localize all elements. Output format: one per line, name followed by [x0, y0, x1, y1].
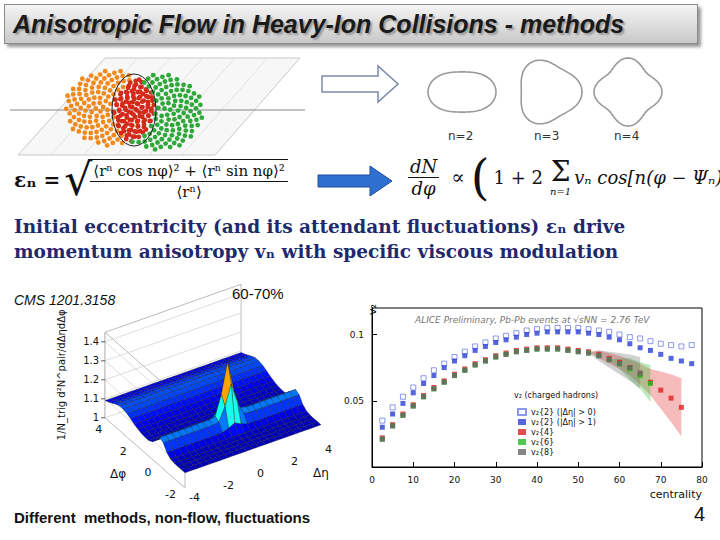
- html-text:1 + 2 Σ: 1 + 2 Σ: [493, 154, 571, 188]
- html-text:⟨rⁿ⟩: ⟨rⁿ⟩: [176, 183, 202, 201]
- html-text:εₙ =: εₙ =: [14, 168, 61, 192]
- svg-text:ALICE Preliminary, Pb-Pb event: ALICE Preliminary, Pb-Pb events at √sNN …: [414, 315, 650, 325]
- svg-text:v₂{2} (|Δη| > 1): v₂{2} (|Δη| > 1): [531, 418, 596, 427]
- svg-text:1.1: 1.1: [83, 393, 99, 404]
- svg-text:n=3: n=3: [534, 129, 559, 143]
- svg-text:v₂{4}: v₂{4}: [531, 428, 554, 437]
- html-text:dφ: dφ: [411, 177, 436, 199]
- svg-text:-4: -4: [189, 491, 200, 504]
- svg-text:4: 4: [325, 443, 332, 456]
- svg-text:centrality: centrality: [650, 488, 703, 501]
- svg-text:2: 2: [291, 455, 298, 468]
- svg-text:v₂{2} (|Δη| > 0): v₂{2} (|Δη| > 0): [531, 408, 596, 417]
- svg-text:20: 20: [449, 475, 461, 485]
- svg-text:40: 40: [531, 475, 543, 485]
- svg-text:-2: -2: [223, 479, 234, 492]
- svg-text:1.4: 1.4: [83, 336, 99, 347]
- svg-text:v₂ (charged hadrons): v₂ (charged hadrons): [514, 391, 598, 400]
- html-text:Initial eccentricity (and its: Initial eccentricity (and its attendant …: [14, 216, 626, 262]
- html-text:⟨rⁿ cos nφ⟩² + ⟨rⁿ sin nφ⟩²: ⟨rⁿ cos nφ⟩² + ⟨rⁿ sin nφ⟩²: [93, 162, 285, 180]
- svg-text:Δφ: Δφ: [110, 467, 126, 481]
- svg-text:30: 30: [490, 475, 502, 485]
- html-text:Anisotropic Flow in Heavy-Ion: Anisotropic Flow in Heavy-Ion Collisions…: [13, 10, 625, 38]
- svg-text:70: 70: [655, 475, 667, 485]
- svg-text:1: 1: [93, 412, 99, 423]
- html-text:dN: dN: [410, 155, 438, 177]
- html-text:60-70%: 60-70%: [232, 285, 284, 302]
- svg-text:-2: -2: [165, 488, 176, 501]
- html-text:CMS 1201.3158: CMS 1201.3158: [14, 292, 116, 308]
- svg-text:50: 50: [573, 475, 585, 485]
- svg-text:0: 0: [144, 466, 151, 479]
- svg-text:v₂{6}: v₂{6}: [531, 438, 554, 447]
- svg-text:Δη: Δη: [313, 466, 329, 480]
- html-text:4: 4: [694, 503, 706, 525]
- svg-text:80: 80: [696, 475, 708, 485]
- svg-text:1.3: 1.3: [83, 355, 99, 366]
- html-text:n=1: n=1: [550, 185, 572, 197]
- svg-text:1.2: 1.2: [83, 374, 99, 385]
- svg-text:2: 2: [120, 445, 127, 458]
- svg-text:0: 0: [369, 475, 375, 485]
- svg-text:0.05: 0.05: [344, 396, 364, 406]
- svg-text:n=2: n=2: [448, 129, 473, 143]
- svg-text:0.1: 0.1: [350, 330, 364, 340]
- svg-text:4: 4: [95, 423, 102, 436]
- svg-text:10: 10: [408, 475, 420, 485]
- html-text:Different methods, non-flow, f: Different methods, non-flow, fluctuation…: [14, 509, 311, 526]
- svg-text:0: 0: [257, 467, 264, 480]
- svg-text:n=4: n=4: [614, 129, 639, 143]
- svg-text:1/N_trig d²N^pair/dΔηdΔφ: 1/N_trig d²N^pair/dΔηdΔφ: [56, 309, 68, 440]
- svg-text:60: 60: [614, 475, 626, 485]
- svg-text:v₂: v₂: [365, 304, 379, 315]
- svg-text:v₂{8}: v₂{8}: [531, 448, 554, 457]
